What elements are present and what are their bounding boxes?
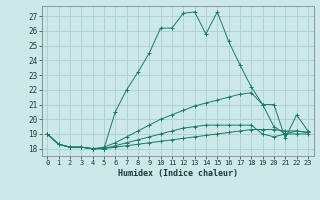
X-axis label: Humidex (Indice chaleur): Humidex (Indice chaleur)	[118, 169, 237, 178]
